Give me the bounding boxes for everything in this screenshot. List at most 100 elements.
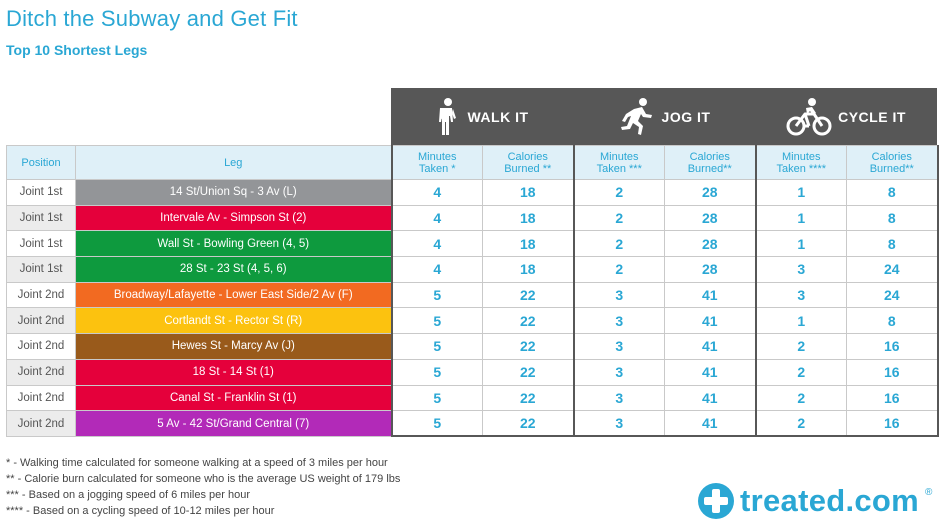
cycle-cal-cell: 16 bbox=[846, 358, 939, 386]
walk-min-cell: 4 bbox=[390, 179, 483, 206]
table-row: Joint 1st Intervale Av - Simpson St (2) 4 1… bbox=[6, 204, 939, 232]
position-cell: Joint 2nd bbox=[6, 384, 76, 412]
leg-cell: Canal St - Franklin St (1) bbox=[75, 384, 392, 412]
table-row: Joint 2nd 5 Av - 42 St/Grand Central (7) 5… bbox=[6, 410, 939, 438]
walking-person-icon bbox=[435, 97, 461, 137]
jog-min-cell: 2 bbox=[572, 179, 665, 206]
cycle-min-cell: 3 bbox=[754, 281, 847, 309]
footnote-jog-speed: *** - Based on a jogging speed of 6 mile… bbox=[6, 489, 250, 501]
table-row: Joint 2nd Canal St - Franklin St (1) 5 22 3 4… bbox=[6, 384, 939, 412]
walk-cal-cell: 18 bbox=[482, 179, 575, 206]
jog-min-cell: 2 bbox=[572, 256, 665, 283]
walk-min-cell: 4 bbox=[390, 230, 483, 258]
leg-cell: Wall St - Bowling Green (4, 5) bbox=[75, 230, 392, 258]
registered-mark: ® bbox=[925, 487, 933, 498]
table-row: Joint 1st Wall St - Bowling Green (4, 5) 4… bbox=[6, 230, 939, 258]
cycle-min-cell: 2 bbox=[754, 358, 847, 386]
leg-cell: 28 St - 23 St (4, 5, 6) bbox=[75, 256, 392, 283]
jog-calories-column-header: Calories Burned** bbox=[664, 145, 757, 180]
walk-cal-cell: 22 bbox=[482, 281, 575, 309]
cycle-group-label: CYCLE IT bbox=[838, 108, 906, 125]
jog-cal-cell: 28 bbox=[664, 256, 757, 283]
jog-cal-cell: 41 bbox=[664, 358, 757, 386]
jog-cal-cell: 41 bbox=[664, 410, 757, 438]
cycle-cal-cell: 16 bbox=[846, 384, 939, 412]
jog-group-label: JOG IT bbox=[661, 108, 711, 125]
walk-group-header: WALK IT bbox=[391, 88, 573, 145]
table-row: Joint 1st 28 St - 23 St (4, 5, 6) 4 18 2 28 3 2… bbox=[6, 256, 939, 283]
walk-calories-column-header: Calories Burned ** bbox=[482, 145, 575, 180]
footnotes: * - Walking time calculated for someone … bbox=[6, 455, 400, 519]
table-row: Joint 2nd Cortlandt St - Rector St (R) 5 22… bbox=[6, 307, 939, 335]
legs-table: Position Leg Minutes Taken * Calories Burn… bbox=[6, 145, 939, 438]
position-cell: Joint 2nd bbox=[6, 358, 76, 386]
cycle-cal-cell: 16 bbox=[846, 410, 939, 438]
leg-cell: Hewes St - Marcy Av (J) bbox=[75, 333, 392, 360]
cycle-min-cell: 1 bbox=[754, 307, 847, 335]
jog-min-cell: 3 bbox=[572, 358, 665, 386]
cycle-minutes-column-header: Minutes Taken **** bbox=[754, 145, 847, 180]
running-person-icon bbox=[618, 97, 656, 137]
jog-group-header: JOG IT bbox=[573, 88, 755, 145]
leg-cell: 18 St - 14 St (1) bbox=[75, 358, 392, 386]
cycle-group-header: CYCLE IT bbox=[755, 88, 937, 145]
leg-cell: Broadway/Lafayette - Lower East Side/2 A… bbox=[75, 281, 392, 309]
table-row: Joint 2nd 18 St - 14 St (1) 5 22 3 41 2 16 bbox=[6, 358, 939, 386]
walk-min-cell: 5 bbox=[390, 307, 483, 335]
footnote-calorie-weight: ** - Calorie burn calculated for someone… bbox=[6, 473, 401, 485]
cycle-cal-cell: 8 bbox=[846, 230, 939, 258]
position-cell: Joint 1st bbox=[6, 204, 76, 232]
walk-cal-cell: 22 bbox=[482, 307, 575, 335]
walk-min-cell: 4 bbox=[390, 204, 483, 232]
jog-minutes-column-header: Minutes Taken *** bbox=[572, 145, 665, 180]
jog-cal-cell: 28 bbox=[664, 179, 757, 206]
jog-cal-cell: 41 bbox=[664, 307, 757, 335]
cycle-cal-cell: 24 bbox=[846, 281, 939, 309]
walk-min-cell: 5 bbox=[390, 281, 483, 309]
walk-group-label: WALK IT bbox=[467, 108, 529, 125]
jog-min-cell: 3 bbox=[572, 410, 665, 438]
brand-name: treated.com bbox=[740, 483, 920, 518]
cycle-cal-cell: 8 bbox=[846, 204, 939, 232]
walk-cal-cell: 18 bbox=[482, 256, 575, 283]
position-cell: Joint 2nd bbox=[6, 333, 76, 360]
jog-min-cell: 3 bbox=[572, 281, 665, 309]
walk-min-cell: 4 bbox=[390, 256, 483, 283]
leg-cell: 14 St/Union Sq - 3 Av (L) bbox=[75, 179, 392, 206]
leg-cell: 5 Av - 42 St/Grand Central (7) bbox=[75, 410, 392, 437]
position-cell: Joint 1st bbox=[6, 256, 76, 283]
cycle-calories-column-header: Calories Burned** bbox=[846, 145, 939, 180]
cycle-cal-cell: 16 bbox=[846, 333, 939, 360]
walk-cal-cell: 22 bbox=[482, 358, 575, 386]
medical-cross-icon bbox=[698, 483, 734, 519]
cycle-cal-cell: 24 bbox=[846, 256, 939, 283]
leg-cell: Cortlandt St - Rector St (R) bbox=[75, 307, 392, 335]
walk-cal-cell: 22 bbox=[482, 333, 575, 360]
position-cell: Joint 1st bbox=[6, 179, 76, 206]
jog-cal-cell: 28 bbox=[664, 204, 757, 232]
jog-min-cell: 2 bbox=[572, 230, 665, 258]
legs-table-body: Joint 1st 14 St/Union Sq - 3 Av (L) 4 18 2 28… bbox=[6, 179, 939, 438]
table-header-row: Position Leg Minutes Taken * Calories Burn… bbox=[6, 145, 939, 180]
walk-minutes-column-header: Minutes Taken * bbox=[390, 145, 483, 180]
cycle-min-cell: 3 bbox=[754, 256, 847, 283]
position-cell: Joint 2nd bbox=[6, 281, 76, 309]
cycle-cal-cell: 8 bbox=[846, 179, 939, 206]
walk-min-cell: 5 bbox=[390, 333, 483, 360]
position-column-header: Position bbox=[6, 145, 76, 180]
walk-min-cell: 5 bbox=[390, 358, 483, 386]
jog-min-cell: 3 bbox=[572, 307, 665, 335]
cycle-cal-cell: 8 bbox=[846, 307, 939, 335]
walk-min-cell: 5 bbox=[390, 410, 483, 438]
table-row: Joint 1st 14 St/Union Sq - 3 Av (L) 4 18 2 28… bbox=[6, 179, 939, 206]
cycle-min-cell: 1 bbox=[754, 230, 847, 258]
position-cell: Joint 1st bbox=[6, 230, 76, 258]
walk-cal-cell: 18 bbox=[482, 230, 575, 258]
brand-logo: treated.com ® bbox=[698, 483, 932, 519]
cycle-min-cell: 1 bbox=[754, 204, 847, 232]
jog-min-cell: 3 bbox=[572, 333, 665, 360]
page-title: Ditch the Subway and Get Fit bbox=[6, 6, 298, 31]
footnote-cycle-speed: **** - Based on a cycling speed of 10-12… bbox=[6, 505, 275, 517]
cycle-min-cell: 2 bbox=[754, 333, 847, 360]
walk-min-cell: 5 bbox=[390, 384, 483, 412]
